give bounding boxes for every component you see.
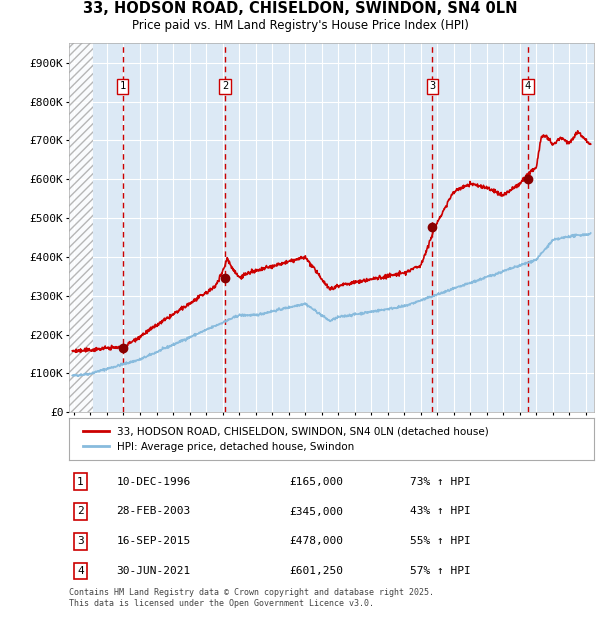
Text: Contains HM Land Registry data © Crown copyright and database right 2025.
This d: Contains HM Land Registry data © Crown c… <box>69 588 434 608</box>
Text: 28-FEB-2003: 28-FEB-2003 <box>116 507 191 516</box>
Text: £165,000: £165,000 <box>290 477 343 487</box>
Text: Price paid vs. HM Land Registry's House Price Index (HPI): Price paid vs. HM Land Registry's House … <box>131 19 469 32</box>
Text: 33, HODSON ROAD, CHISELDON, SWINDON, SN4 0LN: 33, HODSON ROAD, CHISELDON, SWINDON, SN4… <box>83 1 517 16</box>
Text: 2: 2 <box>77 507 84 516</box>
Text: 1: 1 <box>119 81 126 91</box>
Text: 3: 3 <box>429 81 436 91</box>
Text: 4: 4 <box>524 81 531 91</box>
Text: £478,000: £478,000 <box>290 536 343 546</box>
Legend: 33, HODSON ROAD, CHISELDON, SWINDON, SN4 0LN (detached house), HPI: Average pric: 33, HODSON ROAD, CHISELDON, SWINDON, SN4… <box>79 423 492 454</box>
Text: 10-DEC-1996: 10-DEC-1996 <box>116 477 191 487</box>
Text: 57% ↑ HPI: 57% ↑ HPI <box>410 566 471 576</box>
Text: 16-SEP-2015: 16-SEP-2015 <box>116 536 191 546</box>
Text: 73% ↑ HPI: 73% ↑ HPI <box>410 477 471 487</box>
Text: 1: 1 <box>77 477 84 487</box>
Text: 3: 3 <box>77 536 84 546</box>
Text: 43% ↑ HPI: 43% ↑ HPI <box>410 507 471 516</box>
Text: 55% ↑ HPI: 55% ↑ HPI <box>410 536 471 546</box>
Text: £601,250: £601,250 <box>290 566 343 576</box>
Text: 30-JUN-2021: 30-JUN-2021 <box>116 566 191 576</box>
Text: 2: 2 <box>222 81 229 91</box>
Text: £345,000: £345,000 <box>290 507 343 516</box>
Text: 4: 4 <box>77 566 84 576</box>
